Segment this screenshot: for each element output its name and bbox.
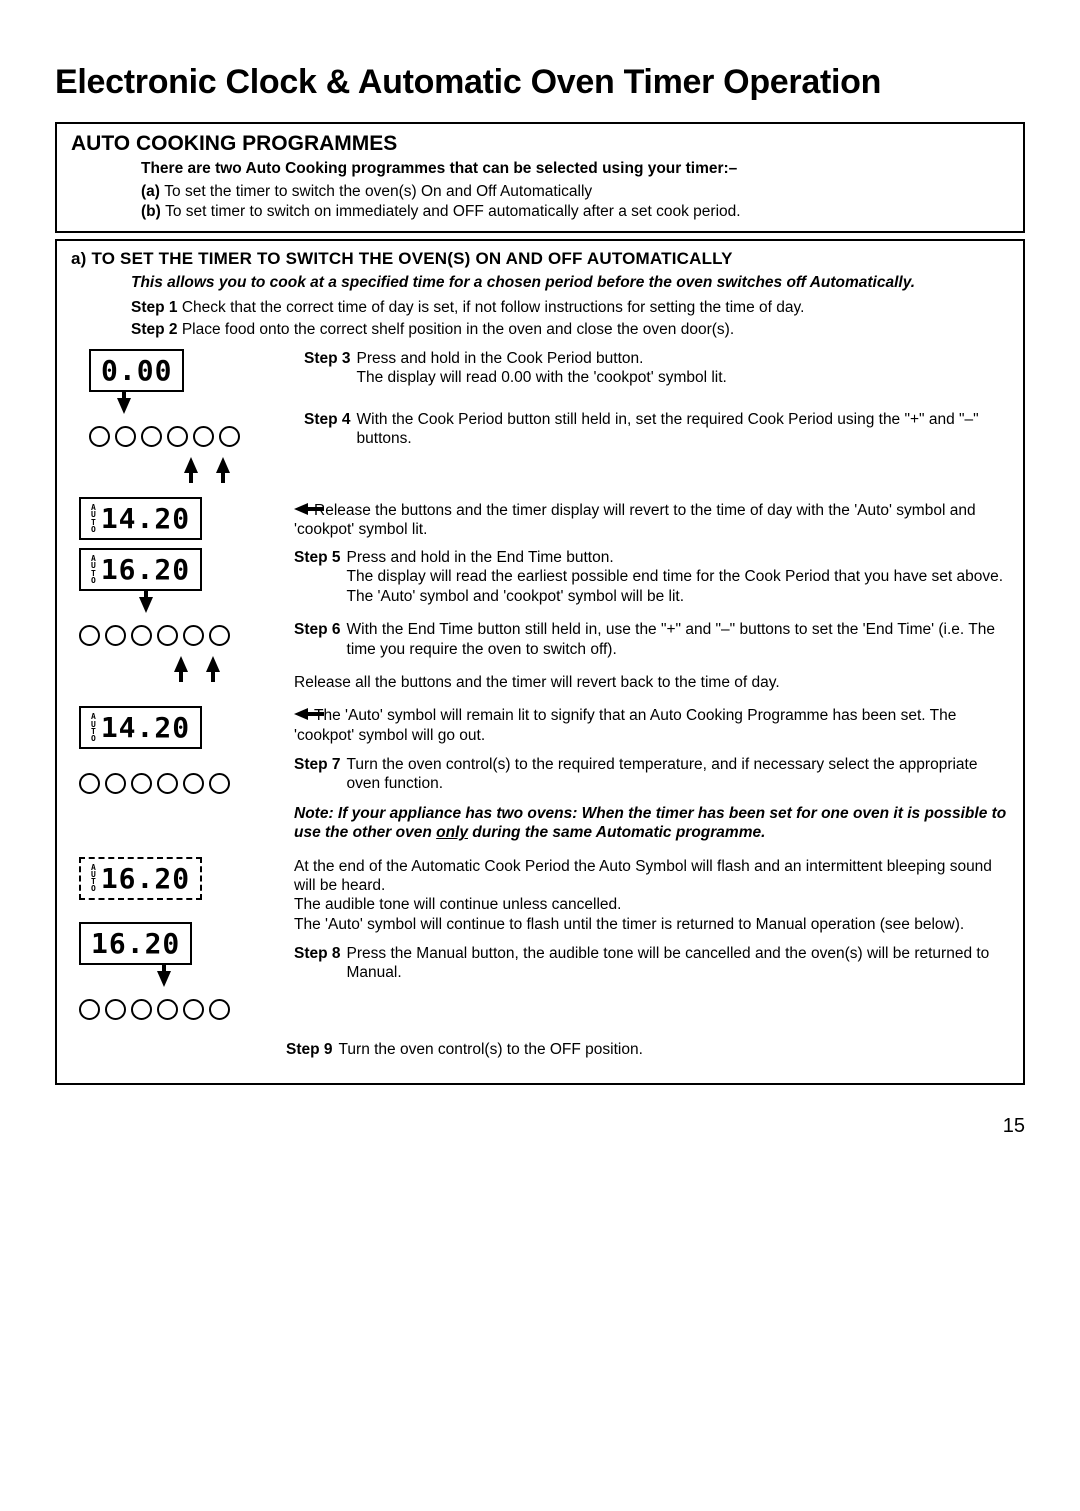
display-box: AUTO 14.20 [79,497,202,540]
step-8: Step 8 Press the Manual button, the audi… [294,944,1009,983]
page-number: 15 [55,1115,1025,1138]
step-7: Step 7 Turn the oven control(s) to the r… [294,755,1009,794]
auto-symbol-icon: AUTO [91,864,97,893]
step-1: Step 1 Check that the correct time of da… [131,298,1009,317]
timer-button[interactable] [183,773,204,794]
button-row [89,426,240,447]
timer-button[interactable] [157,773,178,794]
arrow-down-icon [157,971,171,987]
procedure-heading: a) TO SET THE TIMER TO SWITCH THE OVEN(S… [71,249,1009,269]
display-group-2: AUTO 14.20 [79,497,274,540]
timer-button[interactable] [209,999,230,1020]
timer-button[interactable] [105,999,126,1020]
procedure-intro: This allows you to cook at a specified t… [131,273,1009,292]
step-9: Step 9 Turn the oven control(s) to the O… [286,1040,1009,1059]
display-group-5: AUTO 16.20 16.20 [79,857,274,1020]
auto-symbol-icon: AUTO [91,504,97,533]
arrow-up-icon [174,656,188,672]
timer-button[interactable] [157,999,178,1020]
step-6: Step 6 With the End Time button still he… [294,620,1009,659]
display-box: AUTO 16.20 [79,548,202,591]
intro-text: There are two Auto Cooking programmes th… [141,160,1009,178]
display-group-1: 0.00 [89,349,284,473]
arrow-down-icon [139,597,153,613]
step-4: Step 4 With the Cook Period button still… [304,410,1009,449]
arrow-left-icon [294,708,308,720]
two-ovens-note: Note: If your appliance has two ovens: W… [294,804,1009,843]
timer-button[interactable] [219,426,240,447]
timer-button[interactable] [209,773,230,794]
display-group-4: AUTO 14.20 [79,706,274,794]
timer-button[interactable] [167,426,188,447]
arrow-left-icon [294,503,308,515]
end-of-period-text: At the end of the Automatic Cook Period … [294,857,1009,935]
arrow-up-icon [206,656,220,672]
timer-button[interactable] [209,625,230,646]
auto-symbol-icon: AUTO [91,555,97,584]
display-box: 16.20 [79,922,192,965]
timer-button[interactable] [183,999,204,1020]
option-b: (b) To set timer to switch on immediatel… [141,202,1009,221]
timer-button[interactable] [89,426,110,447]
display-box: 0.00 [89,349,184,392]
timer-button[interactable] [79,999,100,1020]
timer-button[interactable] [105,773,126,794]
procedure-box: a) TO SET THE TIMER TO SWITCH THE OVEN(S… [55,239,1025,1085]
timer-button[interactable] [79,773,100,794]
page-title: Electronic Clock & Automatic Oven Timer … [55,60,1025,104]
timer-button[interactable] [105,625,126,646]
timer-button[interactable] [183,625,204,646]
timer-button[interactable] [79,625,100,646]
button-row [79,999,230,1020]
arrow-up-icon [216,457,230,473]
timer-button[interactable] [131,625,152,646]
timer-button[interactable] [141,426,162,447]
step-3: Step 3 Press and hold in the Cook Period… [304,349,1009,388]
release-note-1: Release the buttons and the timer displa… [294,501,1009,540]
release-note-2: Release all the buttons and the timer wi… [294,673,1009,692]
display-box: AUTO 14.20 [79,706,202,749]
arrow-down-icon [117,398,131,414]
auto-symbol-icon: AUTO [91,713,97,742]
timer-button[interactable] [115,426,136,447]
button-row [79,625,230,646]
timer-button[interactable] [193,426,214,447]
arrow-up-icon [184,457,198,473]
option-a: (a) To set the timer to switch the oven(… [141,182,1009,201]
auto-symbol-note: The 'Auto' symbol will remain lit to sig… [294,706,1009,745]
button-row [79,773,230,794]
timer-button[interactable] [157,625,178,646]
timer-button[interactable] [131,773,152,794]
display-box-dashed: AUTO 16.20 [79,857,202,900]
timer-button[interactable] [131,999,152,1020]
step-2: Step 2 Place food onto the correct shelf… [131,320,1009,339]
auto-cooking-box: AUTO COOKING PROGRAMMES There are two Au… [55,122,1025,233]
auto-cooking-heading: AUTO COOKING PROGRAMMES [71,132,1009,156]
display-group-3: AUTO 16.20 [79,548,274,672]
step-5: Step 5 Press and hold in the End Time bu… [294,548,1009,606]
